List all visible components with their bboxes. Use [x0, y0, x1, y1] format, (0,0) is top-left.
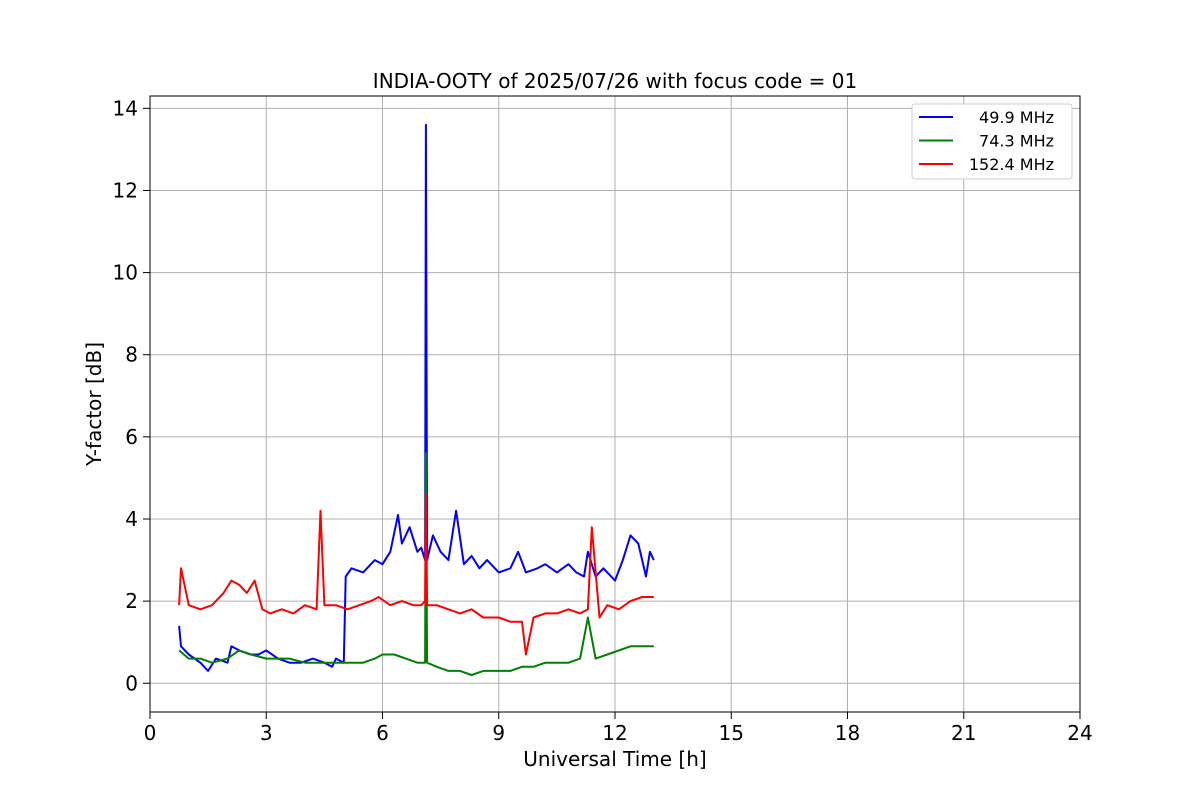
x-tick-label: 12: [602, 721, 627, 745]
y-tick-label: 6: [125, 425, 138, 449]
x-tick-label: 18: [835, 721, 860, 745]
legend-box: [911, 103, 1073, 180]
y-tick-label: 14: [113, 96, 138, 120]
y-tick-label: 4: [125, 507, 138, 531]
legend: 49.9 MHz 74.3 MHz 152.4 MHz: [911, 103, 1073, 180]
legend-label: 152.4 MHz: [969, 155, 1054, 174]
x-tick-label: 21: [951, 721, 976, 745]
chart-title: INDIA-OOTY of 2025/07/26 with focus code…: [373, 69, 857, 93]
legend-label: 49.9 MHz: [979, 108, 1054, 127]
x-tick-label: 3: [260, 721, 273, 745]
x-tick-label: 9: [492, 721, 505, 745]
plot-series: [178, 123, 655, 676]
series-line-49-9-mhz: [178, 123, 655, 672]
y-tick-label: 2: [125, 589, 138, 613]
y-tick-label: 10: [113, 261, 138, 285]
y-tick-label: 0: [125, 671, 138, 695]
x-tick-label: 15: [719, 721, 744, 745]
series-line-74-3-mhz: [178, 452, 654, 676]
x-axis-label: Universal Time [h]: [523, 747, 706, 771]
y-axis-label: Y-factor [dB]: [82, 342, 106, 467]
y-tick-label: 8: [125, 343, 138, 367]
x-tick-label: 24: [1067, 721, 1092, 745]
legend-label: 74.3 MHz: [979, 132, 1054, 151]
x-tick-label: 0: [144, 721, 157, 745]
x-tick-label: 6: [376, 721, 389, 745]
series-line-152-4-mhz: [178, 493, 654, 656]
y-tick-label: 12: [113, 178, 138, 202]
